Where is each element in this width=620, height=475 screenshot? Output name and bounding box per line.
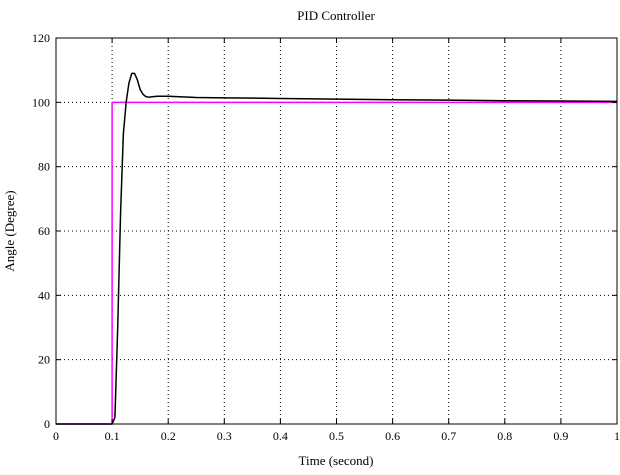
x-tick-label: 0.6 bbox=[385, 429, 400, 443]
x-tick-label: 0.7 bbox=[441, 429, 456, 443]
y-tick-label: 100 bbox=[32, 95, 50, 109]
axis-ticks: 0 0.1 0.2 0.3 0.4 0.5 0.6 0.7 0.8 0.9 1 0 20 40 60 80 10… bbox=[32, 31, 620, 443]
x-axis-label: Time (second) bbox=[299, 453, 374, 468]
y-axis-label: Angle (Degree) bbox=[2, 190, 17, 271]
x-tick-label: 0.3 bbox=[217, 429, 232, 443]
chart-title: PID Controller bbox=[297, 8, 375, 23]
x-tick-label: 0.9 bbox=[553, 429, 568, 443]
response-line bbox=[56, 72, 618, 425]
y-tick-label: 40 bbox=[38, 288, 50, 302]
y-tick-label: 0 bbox=[44, 417, 50, 431]
x-tick-label: 0.4 bbox=[273, 429, 288, 443]
y-tick-label: 60 bbox=[38, 224, 50, 238]
y-tick-label: 120 bbox=[32, 31, 50, 45]
x-tick-label: 0.2 bbox=[161, 429, 176, 443]
x-tick-label: 0.8 bbox=[497, 429, 512, 443]
y-tick-label: 80 bbox=[38, 160, 50, 174]
y-tick-label: 20 bbox=[38, 353, 50, 367]
x-tick-label: 0.5 bbox=[329, 429, 344, 443]
x-tick-label: 1 bbox=[614, 429, 620, 443]
x-tick-label: 0.1 bbox=[105, 429, 120, 443]
x-tick-label: 0 bbox=[53, 429, 59, 443]
